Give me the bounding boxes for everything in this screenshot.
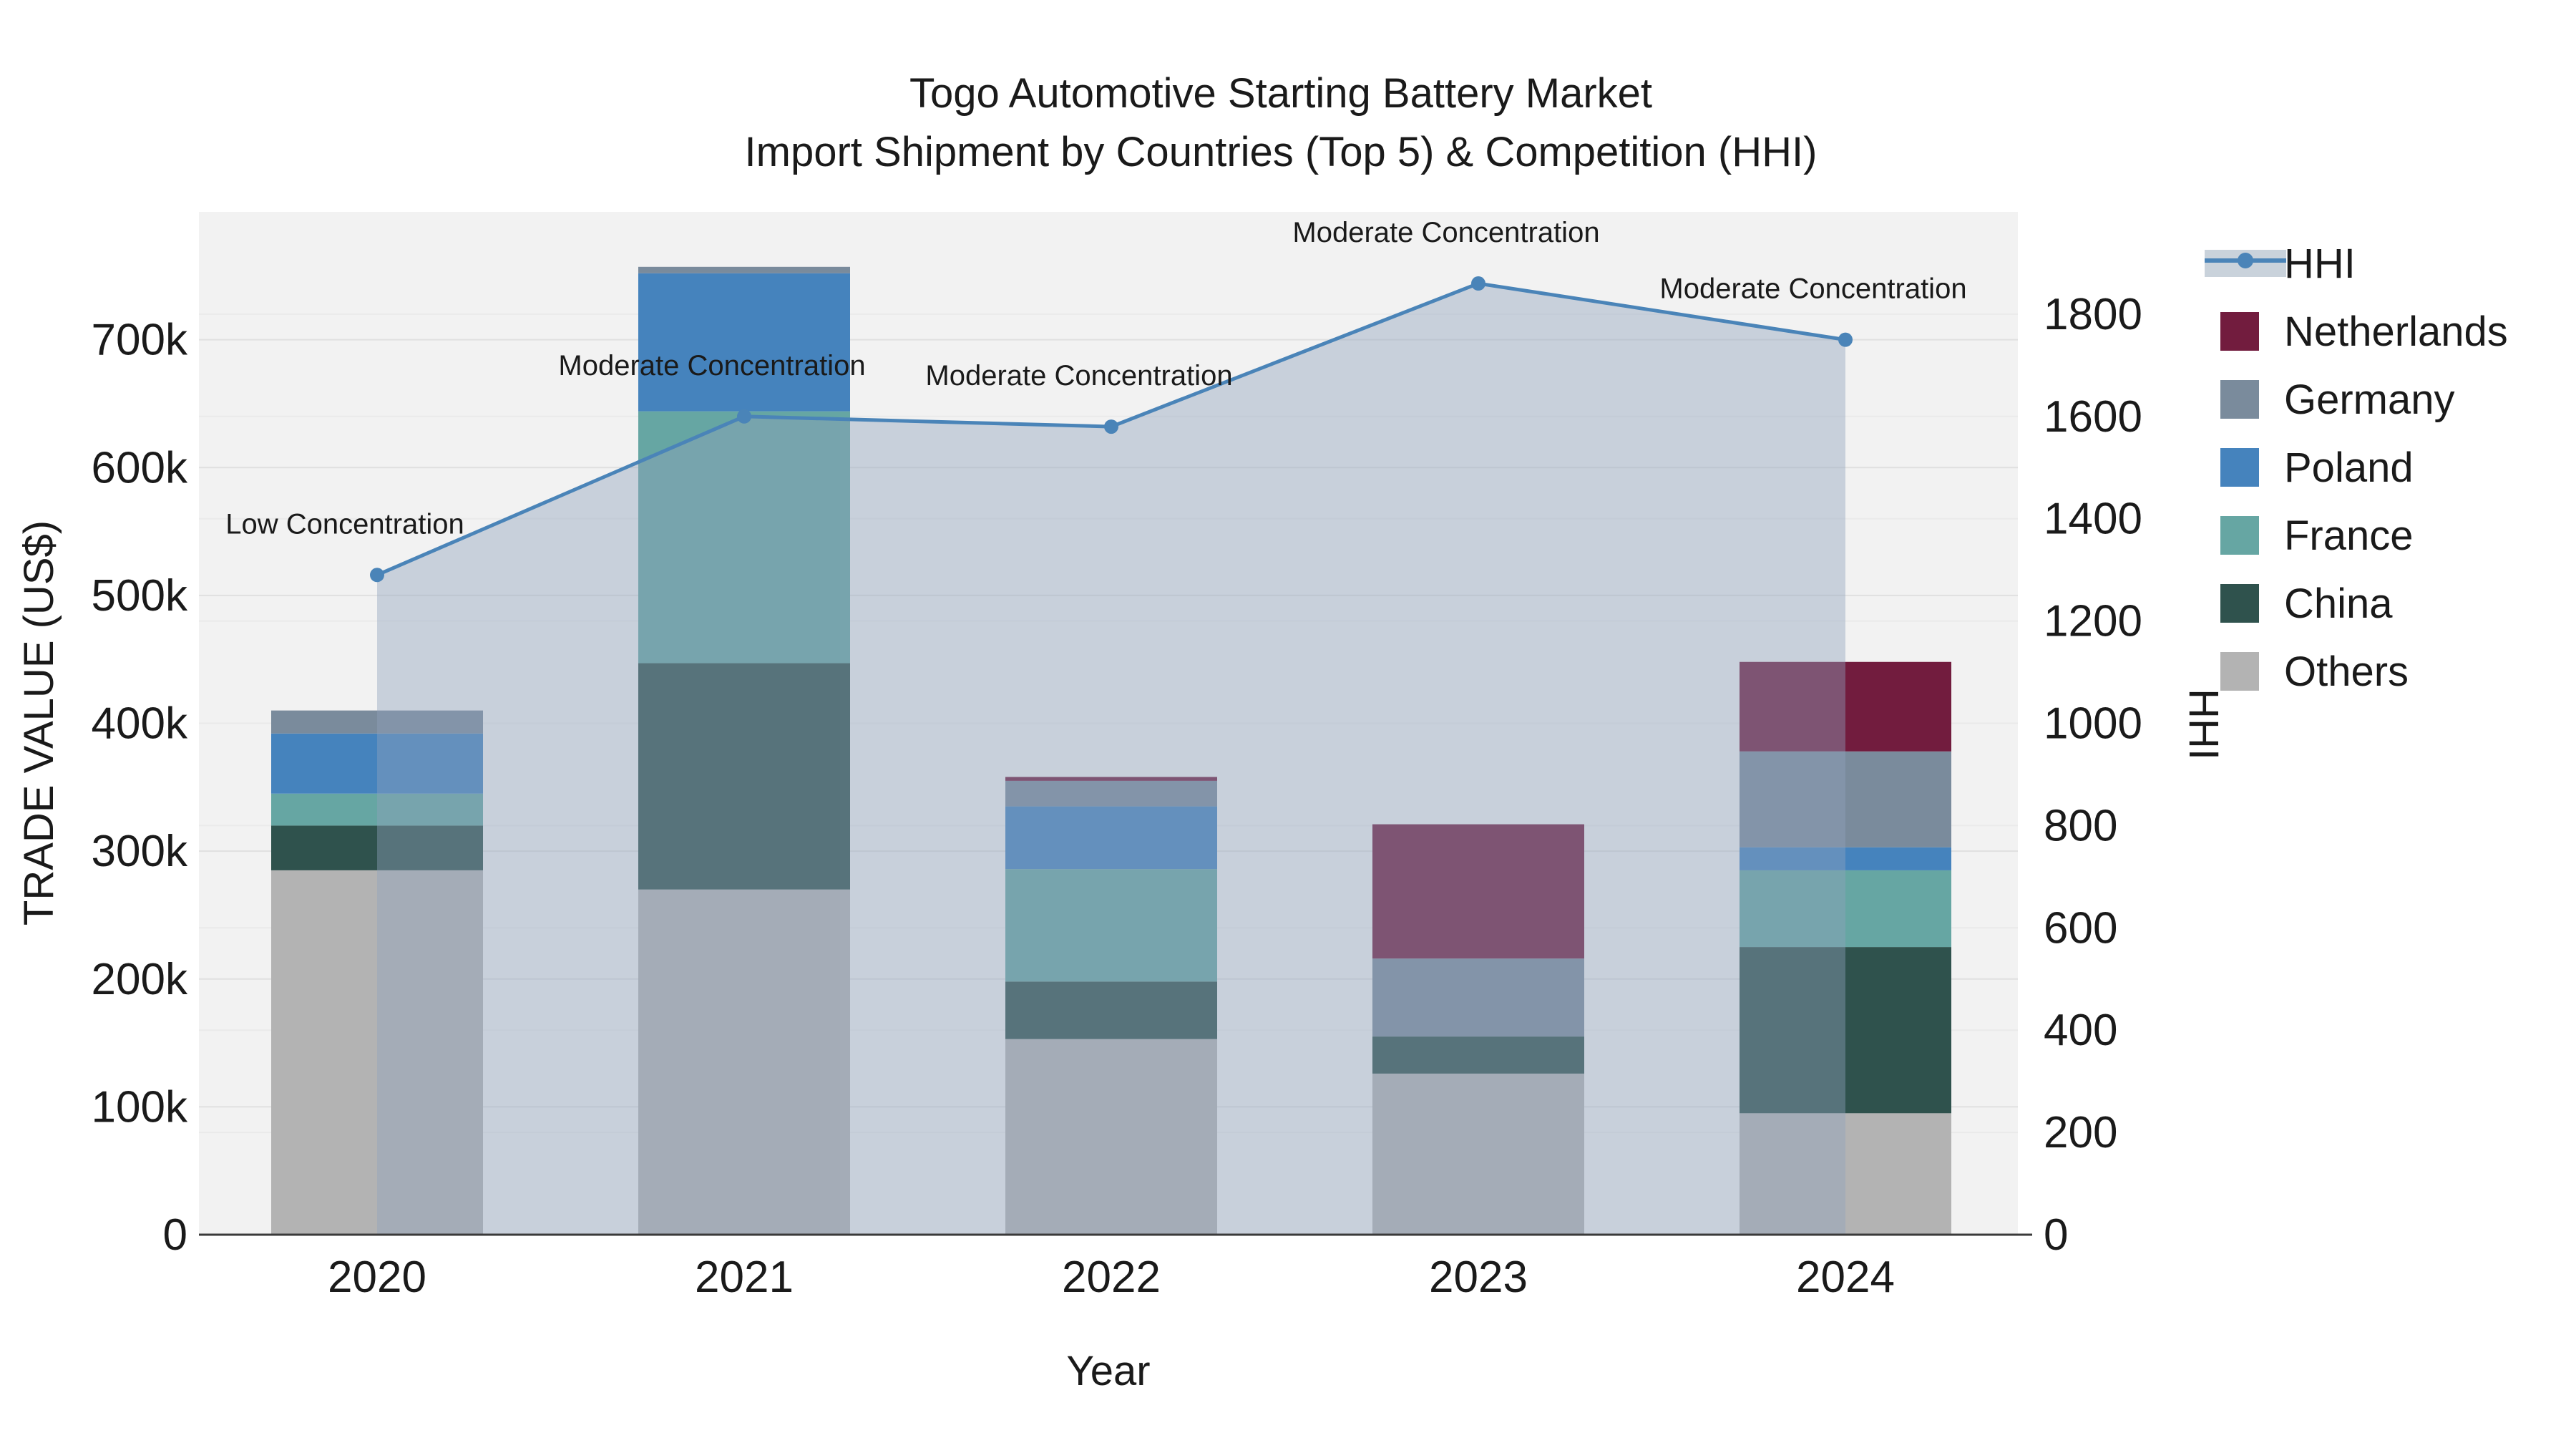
legend-swatch-poland: [2220, 448, 2259, 487]
bar-segment-poland-2022: [1005, 806, 1217, 870]
stacked-bars: [271, 266, 1951, 1235]
bar-segment-others-2020: [271, 870, 483, 1235]
bar-segment-france-2024: [1740, 870, 1951, 948]
x-tick-2023: 2023: [1429, 1253, 1528, 1302]
bar-segment-germany-2022: [1005, 780, 1217, 807]
hhi-marker-2020: [370, 568, 384, 583]
hhi-annotations: Low Concentration Moderate Concentration M…: [225, 217, 1966, 540]
x-tick-2020: 2020: [328, 1253, 426, 1302]
y-left-axis-title: TRADE VALUE (US$): [16, 520, 62, 925]
y-right-tick-800: 800: [2044, 801, 2117, 850]
legend: HHI Netherlands Germany Poland France China Ot…: [2205, 240, 2508, 695]
x-tick-2024: 2024: [1796, 1253, 1895, 1302]
bar-segment-others-2021: [638, 889, 850, 1235]
y-right-tick-600: 600: [2044, 903, 2117, 953]
bar-segment-china-2020: [271, 825, 483, 870]
y-right-tick-1000: 1000: [2044, 699, 2142, 749]
annotation-2020: Low Concentration: [225, 508, 464, 540]
y-right-axis-title: HHI: [2180, 689, 2227, 760]
annotation-2024: Moderate Concentration: [1659, 273, 1966, 305]
y-right-tick-1600: 1600: [2044, 392, 2142, 442]
legend-swatch-others: [2220, 652, 2259, 691]
y-right-tick-400: 400: [2044, 1006, 2117, 1055]
bar-segment-others-2023: [1372, 1073, 1584, 1235]
y-left-tick-500k: 500k: [92, 571, 188, 621]
bar-segment-germany-2024: [1740, 751, 1951, 847]
x-tick-2022: 2022: [1062, 1253, 1161, 1302]
bar-segment-china-2022: [1005, 981, 1217, 1039]
bar-segment-netherlands-2023: [1372, 824, 1584, 959]
y-left-tick-300k: 300k: [92, 827, 188, 876]
hhi-area-fill: [377, 283, 1845, 1235]
bar-segment-china-2021: [638, 663, 850, 890]
hhi-marker-2022: [1104, 419, 1118, 434]
bar-segment-france-2021: [638, 411, 850, 664]
annotation-2022: Moderate Concentration: [925, 360, 1232, 392]
y-left-tick-700k: 700k: [92, 316, 188, 365]
hhi-marker-2021: [737, 409, 751, 424]
legend-swatch-netherlands: [2220, 312, 2259, 351]
legend-swatch-france: [2220, 516, 2259, 555]
y-left-tick-100k: 100k: [92, 1082, 188, 1132]
bar-segment-france-2020: [271, 793, 483, 826]
bar-segment-france-2022: [1005, 869, 1217, 982]
x-tick-2021: 2021: [695, 1253, 794, 1302]
legend-label-poland: Poland: [2284, 444, 2414, 491]
right-axis-tick-labels: 0 200 400 600 800 1000 1200 1400 1600 1800: [2044, 290, 2142, 1260]
legend-label-others: Others: [2284, 648, 2409, 695]
legend-label-france: France: [2284, 512, 2414, 559]
y-right-tick-200: 200: [2044, 1108, 2117, 1157]
bar-segment-china-2023: [1372, 1036, 1584, 1074]
left-axis-tick-labels: 0 100k 200k 300k 400k 500k 600k 700k: [92, 316, 188, 1260]
y-right-tick-0: 0: [2044, 1210, 2068, 1260]
y-right-tick-1200: 1200: [2044, 597, 2142, 646]
legend-label-china: China: [2284, 580, 2393, 627]
hhi-area-polygon: [377, 283, 1845, 1235]
bar-segment-netherlands-2022: [1005, 777, 1217, 781]
y-right-tick-1800: 1800: [2044, 290, 2142, 339]
bar-segment-poland-2020: [271, 733, 483, 794]
y-left-tick-400k: 400k: [92, 699, 188, 749]
legend-label-hhi: HHI: [2284, 240, 2356, 287]
y-left-tick-600k: 600k: [92, 443, 188, 492]
y-left-tick-200k: 200k: [92, 955, 188, 1004]
bar-segment-germany-2021: [638, 266, 850, 273]
bar-segment-poland-2024: [1740, 847, 1951, 870]
bar-segment-netherlands-2024: [1740, 661, 1951, 752]
legend-label-germany: Germany: [2284, 376, 2455, 423]
chart-title-line2: Import Shipment by Countries (Top 5) & C…: [745, 129, 1818, 175]
bar-segment-china-2024: [1740, 947, 1951, 1114]
x-axis-tick-labels: 2020 2021 2022 2023 2024: [328, 1253, 1895, 1302]
bar-segment-germany-2020: [271, 710, 483, 734]
legend-swatch-china: [2220, 584, 2259, 623]
y-left-tick-0: 0: [163, 1210, 187, 1260]
y-right-tick-1400: 1400: [2044, 495, 2142, 544]
chart-title-line1: Togo Automotive Starting Battery Market: [909, 70, 1652, 117]
bar-segment-others-2022: [1005, 1039, 1217, 1235]
annotation-2023: Moderate Concentration: [1292, 217, 1599, 248]
bar-segment-poland-2021: [638, 273, 850, 412]
hhi-line: [370, 276, 1853, 583]
hhi-marker-2023: [1471, 276, 1485, 291]
bar-segment-germany-2023: [1372, 958, 1584, 1037]
legend-label-netherlands: Netherlands: [2284, 308, 2508, 355]
legend-hhi-marker: [2238, 253, 2253, 268]
hhi-marker-2024: [1838, 332, 1853, 347]
x-axis-title: Year: [1066, 1348, 1150, 1394]
annotation-2021: Moderate Concentration: [558, 350, 865, 382]
legend-swatch-germany: [2220, 380, 2259, 419]
bar-segment-others-2024: [1740, 1113, 1951, 1235]
